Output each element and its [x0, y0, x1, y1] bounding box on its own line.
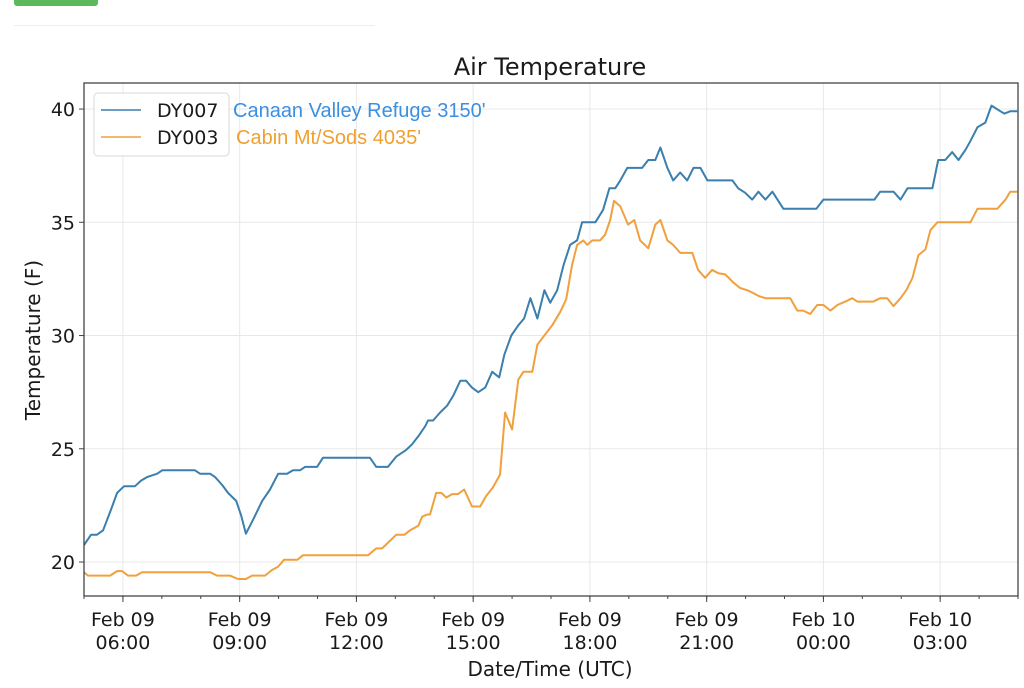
legend-label-dy007: DY007	[157, 100, 218, 122]
top-green-button[interactable]	[14, 0, 98, 6]
x-axis-label: Date/Time (UTC)	[467, 657, 632, 681]
x-tick-label-date: Feb 09	[675, 609, 739, 631]
y-axis-ticks: 20 25 30 35 40	[51, 99, 84, 574]
x-tick-label-date: Feb 09	[441, 609, 505, 631]
x-tick-label-time: 18:00	[563, 632, 618, 654]
x-tick-label-time: 00:00	[796, 632, 851, 654]
y-tick-label: 40	[51, 99, 75, 121]
series-lines	[83, 104, 1018, 580]
axes-frame	[83, 82, 1019, 597]
annotation-canaan-valley: Canaan Valley Refuge 3150'	[233, 100, 486, 122]
x-tick-label-date: Feb 09	[208, 609, 272, 631]
x-tick-label-date: Feb 09	[558, 609, 622, 631]
annotation-cabin-mt: Cabin Mt/Sods 4035'	[236, 127, 422, 149]
y-axis-label: Temperature (F)	[21, 260, 45, 421]
y-tick-label: 25	[51, 439, 75, 461]
y-tick-label: 20	[51, 552, 75, 574]
y-tick-label: 30	[51, 326, 75, 348]
x-tick-label-date: Feb 09	[324, 609, 388, 631]
x-tick-label-date: Feb 10	[908, 609, 972, 631]
grid-lines	[84, 83, 1018, 596]
series-line-dy007	[83, 104, 1018, 546]
x-tick-label-time: 06:00	[96, 632, 151, 654]
legend: DY007 DY003	[93, 92, 230, 157]
x-tick-label-time: 09:00	[212, 632, 267, 654]
x-tick-label-time: 21:00	[679, 632, 734, 654]
y-tick-label: 35	[51, 212, 75, 234]
chart-title: Air Temperature	[454, 53, 647, 81]
divider	[14, 25, 375, 26]
x-tick-label-time: 15:00	[446, 632, 501, 654]
x-tick-label-date: Feb 10	[791, 609, 855, 631]
x-tick-label-date: Feb 09	[91, 609, 155, 631]
legend-label-dy003: DY003	[157, 127, 218, 149]
legend-box	[93, 92, 230, 157]
x-tick-label-time: 12:00	[329, 632, 384, 654]
series-line-dy003	[83, 190, 1018, 580]
x-tick-label-time: 03:00	[913, 632, 968, 654]
